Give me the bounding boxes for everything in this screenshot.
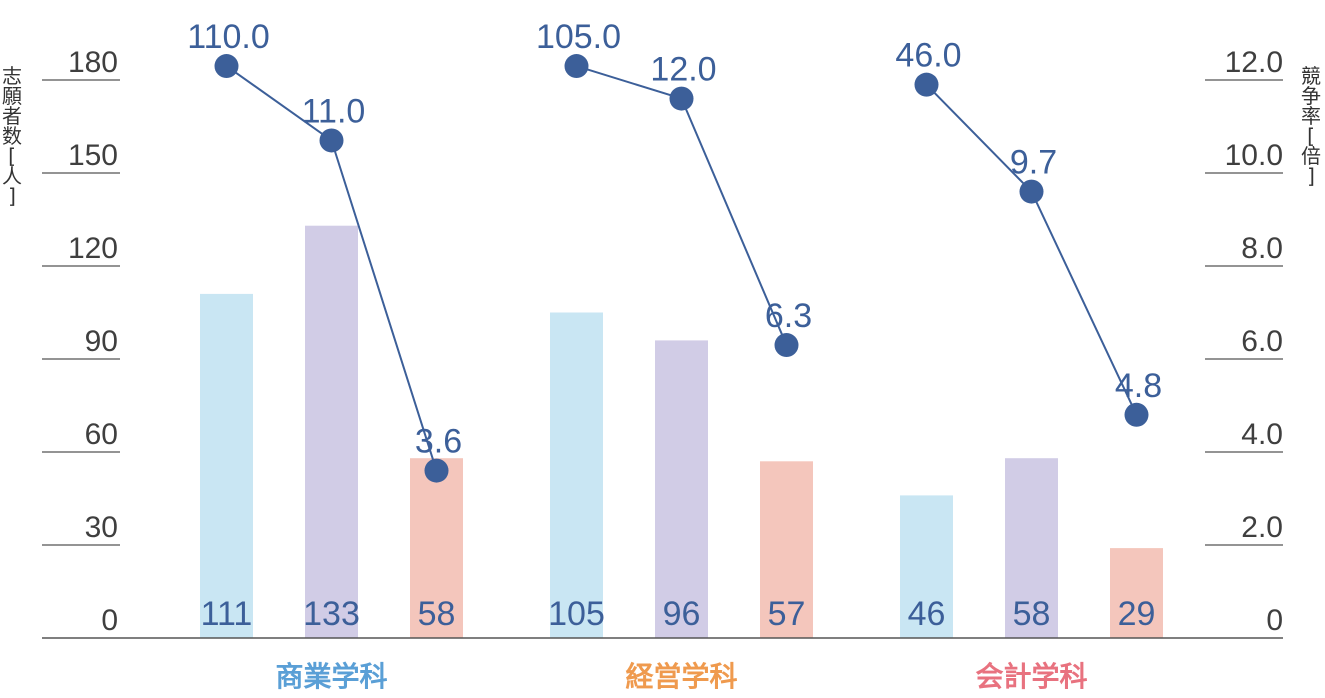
- left-tick-label: 60: [85, 418, 118, 451]
- right-axis-title: 競争率[倍]: [1301, 64, 1321, 188]
- right-axis-title-char: 競: [1301, 64, 1321, 88]
- bar: [655, 340, 708, 638]
- ratio-point: [424, 458, 449, 483]
- bar: [410, 458, 463, 638]
- ratio-value-label: 110.0: [187, 18, 270, 56]
- category-label: 商業学科: [275, 660, 387, 693]
- ratio-point: [774, 333, 799, 358]
- ratio-value-label: 12.0: [650, 51, 716, 89]
- right-axis-title-char: ]: [1307, 164, 1315, 188]
- bar: [305, 225, 358, 638]
- right-axis-title-char: 率: [1301, 104, 1321, 128]
- ratio-value-label: 105.0: [536, 18, 621, 56]
- bar-value-label: 58: [1013, 595, 1051, 633]
- ratio-value-label: 46.0: [895, 37, 961, 75]
- bars: [200, 225, 1163, 638]
- gridlines: [42, 79, 1283, 546]
- category-label: 経営学科: [625, 660, 737, 693]
- category-label: 会計学科: [975, 660, 1087, 693]
- left-tick-label: 120: [68, 232, 118, 265]
- bar: [1110, 548, 1163, 638]
- right-tick-label: 8.0: [1241, 232, 1283, 265]
- bar-value-label: 133: [303, 595, 360, 633]
- ratio-point: [1124, 402, 1149, 427]
- left-axis-title-char: 願: [2, 84, 22, 108]
- bar: [760, 461, 813, 638]
- right-tick-label: 0: [1266, 604, 1283, 637]
- left-tick-label: 180: [68, 46, 118, 79]
- bar-value-label: 46: [908, 595, 946, 633]
- bar-value-label: 111: [201, 595, 253, 633]
- bar-value-label: 96: [663, 595, 701, 633]
- right-tick-label: 2.0: [1241, 511, 1283, 544]
- ratio-value-label: 9.7: [1010, 144, 1057, 182]
- right-tick-label: 12.0: [1225, 46, 1283, 79]
- right-tick-label: 10.0: [1225, 139, 1283, 172]
- ratio-points: [214, 54, 1149, 483]
- left-axis-title-char: [: [8, 144, 16, 168]
- left-tick-label: 90: [85, 325, 118, 358]
- bar-value-label: 58: [418, 595, 456, 633]
- left-tick-label: 30: [85, 511, 118, 544]
- bar: [550, 312, 603, 638]
- ratio-value-label: 6.3: [765, 297, 812, 335]
- bar: [1005, 458, 1058, 638]
- left-axis-title-char: 志: [2, 64, 22, 88]
- ratio-point: [564, 54, 589, 79]
- ratio-value-label: 3.6: [415, 423, 462, 461]
- left-axis-title-char: 人: [2, 164, 22, 188]
- bar: [900, 495, 953, 638]
- left-axis-title-char: ]: [8, 184, 16, 208]
- labels: 0 30 60 90 120 150 180 0 2.0 4.0 6.0 8.0 10.0 12.0 111…: [68, 18, 1283, 693]
- left-axis-title-char: 数: [2, 124, 22, 148]
- bar: [200, 293, 253, 638]
- right-axis-title-char: [: [1307, 124, 1315, 148]
- ratio-point: [914, 72, 939, 97]
- ratio-point: [669, 86, 694, 111]
- right-tick-label: 4.0: [1241, 418, 1283, 451]
- right-tick-label: 6.0: [1241, 325, 1283, 358]
- ratio-line: [925, 83, 1138, 416]
- right-axis-title-char: 争: [1301, 84, 1321, 108]
- left-tick-label: 150: [68, 139, 118, 172]
- ratio-point: [214, 54, 239, 79]
- left-axis-title-char: 者: [2, 104, 22, 128]
- bar-value-label: 57: [768, 595, 806, 633]
- bar-value-label: 29: [1118, 595, 1156, 633]
- bar-value-label: 105: [548, 595, 605, 633]
- ratio-point: [319, 128, 344, 153]
- ratio-value-label: 11.0: [302, 92, 366, 130]
- right-axis-title-char: 倍: [1301, 144, 1321, 168]
- ratio-value-label: 4.8: [1115, 367, 1162, 405]
- left-tick-label: 0: [101, 604, 118, 637]
- ratio-point: [1019, 179, 1044, 204]
